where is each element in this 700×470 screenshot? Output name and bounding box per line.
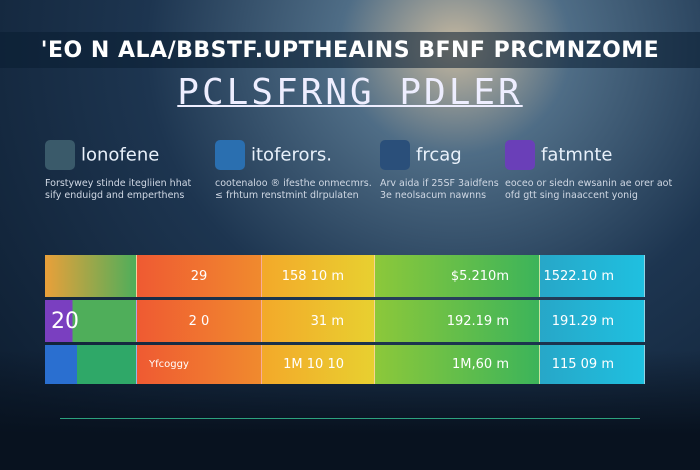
- description-line: eoceo or siedn ewsanin ae orer aot: [505, 178, 673, 189]
- table-cell: [45, 345, 137, 384]
- table-cell: 158 10 m: [262, 255, 375, 297]
- description-line: ≤ frhtum renstmint dlrpulaten: [215, 190, 359, 201]
- table-cell: 1M,60 m: [375, 345, 540, 384]
- description-line: ofd gtt sing inaaccent yonig: [505, 190, 638, 201]
- brand-description: eoceo or siedn ewsanin ae orer aot ofd gt…: [505, 178, 675, 202]
- brand-icon: [380, 140, 410, 170]
- brand-name: itoferors.: [251, 144, 332, 166]
- table-cell: 29: [137, 255, 262, 297]
- divider: [60, 418, 640, 419]
- description-line: Forstywey stinde itegliien hhat: [45, 178, 192, 189]
- table-cell: 1M 10 10: [262, 345, 375, 384]
- table-cell: 191.29 m: [540, 300, 645, 342]
- description-line: Arv aida if 25SF 3aidfens: [380, 178, 499, 189]
- brand: itoferors. cootenaloo ® ifesthe onmecmrs.…: [215, 140, 385, 202]
- table-cell: Yfcoggy: [137, 345, 262, 384]
- brand-header: lonofene: [45, 140, 215, 170]
- title: 'EO N ALA/BBSTF.UPTHEAINS BFNF PRCMNZOME: [40, 38, 660, 63]
- brand-icon: [45, 140, 75, 170]
- table-cell: 1522.10 m: [540, 255, 645, 297]
- table-cell: 31 m: [262, 300, 375, 342]
- brand-header: fatmnte: [505, 140, 675, 170]
- table-cell: 115 09 m: [540, 345, 645, 384]
- brand-name: fatmnte: [541, 144, 613, 166]
- table-cell: $5.210m: [375, 255, 540, 297]
- brand-header: frcag: [380, 140, 550, 170]
- brand-icon: [215, 140, 245, 170]
- brand-icon: [505, 140, 535, 170]
- table-cell: 2 0: [137, 300, 262, 342]
- brand-name: lonofene: [81, 144, 160, 166]
- brand-description: Forstywey stinde itegliien hhat sify endu…: [45, 178, 215, 202]
- brand-name: frcag: [416, 144, 462, 166]
- table: 29 158 10 m $5.210m 1522.10 m 20 2 0 31 m 192.1…: [45, 255, 645, 387]
- table-cell: [45, 255, 137, 297]
- title-band: [0, 32, 700, 68]
- description-line: sify enduigd and emperthens: [45, 190, 185, 201]
- brand: frcag Arv aida if 25SF 3aidfens 3e neolsac…: [380, 140, 550, 202]
- table-cell: 192.19 m: [375, 300, 540, 342]
- description-line: 3e neolsacum nawnns: [380, 190, 487, 201]
- brand: lonofene Forstywey stinde itegliien hhat s…: [45, 140, 215, 202]
- brand-description: cootenaloo ® ifesthe onmecmrs. ≤ frhtum r…: [215, 178, 385, 202]
- table-cell: 20: [45, 300, 137, 342]
- subtitle: PCLSFRNG PDLER: [177, 72, 523, 113]
- brand-header: itoferors.: [215, 140, 385, 170]
- brand-description: Arv aida if 25SF 3aidfens 3e neolsacum na…: [380, 178, 550, 202]
- brand: fatmnte eoceo or siedn ewsanin ae orer ao…: [505, 140, 675, 202]
- description-line: cootenaloo ® ifesthe onmecmrs.: [215, 178, 372, 189]
